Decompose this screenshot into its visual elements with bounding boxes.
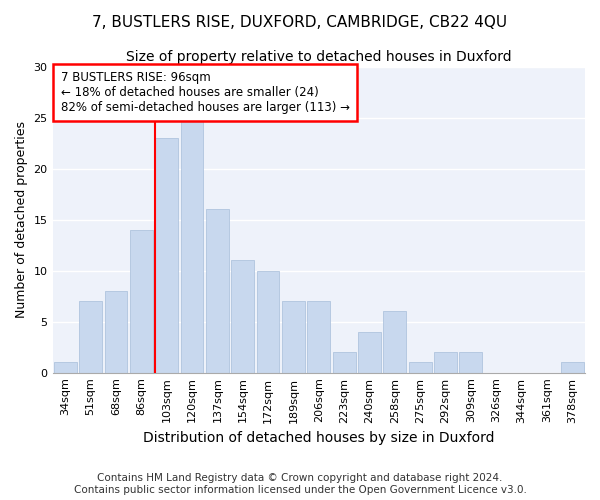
Bar: [257, 270, 280, 372]
Bar: [383, 312, 406, 372]
Text: 7, BUSTLERS RISE, DUXFORD, CAMBRIDGE, CB22 4QU: 7, BUSTLERS RISE, DUXFORD, CAMBRIDGE, CB…: [92, 15, 508, 30]
X-axis label: Distribution of detached houses by size in Duxford: Distribution of detached houses by size …: [143, 431, 494, 445]
Bar: [282, 302, 305, 372]
Bar: [307, 302, 330, 372]
Bar: [79, 302, 102, 372]
Bar: [434, 352, 457, 372]
Bar: [206, 210, 229, 372]
Title: Size of property relative to detached houses in Duxford: Size of property relative to detached ho…: [126, 50, 512, 64]
Bar: [155, 138, 178, 372]
Bar: [231, 260, 254, 372]
Bar: [130, 230, 152, 372]
Bar: [409, 362, 431, 372]
Bar: [333, 352, 356, 372]
Bar: [460, 352, 482, 372]
Bar: [358, 332, 381, 372]
Y-axis label: Number of detached properties: Number of detached properties: [15, 121, 28, 318]
Bar: [181, 118, 203, 372]
Text: 7 BUSTLERS RISE: 96sqm
← 18% of detached houses are smaller (24)
82% of semi-det: 7 BUSTLERS RISE: 96sqm ← 18% of detached…: [61, 71, 350, 114]
Text: Contains HM Land Registry data © Crown copyright and database right 2024.
Contai: Contains HM Land Registry data © Crown c…: [74, 474, 526, 495]
Bar: [104, 291, 127, 372]
Bar: [54, 362, 77, 372]
Bar: [561, 362, 584, 372]
